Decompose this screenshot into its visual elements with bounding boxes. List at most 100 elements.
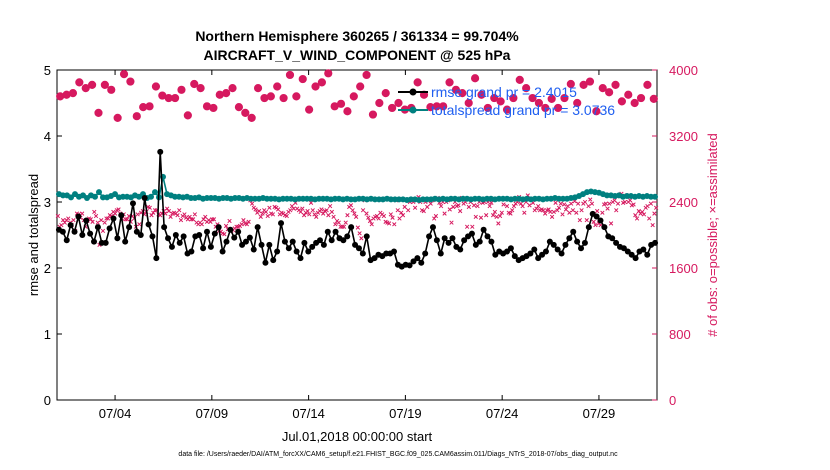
rmse-marker [488,238,495,245]
rmse-marker [172,232,179,238]
assimilated-marker [151,210,156,215]
rmse-marker [601,224,608,231]
assimilated-marker [392,222,397,227]
rmse-marker [246,234,253,241]
rmse-marker [94,224,101,231]
possible-marker [253,84,263,93]
assimilated-marker [478,215,484,220]
totalspread-marker [96,189,102,196]
y-left-tick-label: 3 [44,195,51,210]
rmse-marker [211,230,218,237]
assimilated-marker [569,201,574,206]
rmse-series [55,148,659,270]
rmse-marker [461,237,468,244]
y-axis-label-left: rmse and totalspread [26,174,41,296]
assimilated-marker [622,199,628,205]
y-axis-right-ticks: 0 800 1600 2400 3200 4000 [652,63,698,408]
assimilated-marker [520,203,525,209]
possible-marker [547,94,556,103]
x-tick-label: 07/19 [389,406,422,421]
assimilated-marker [600,210,605,215]
rmse-marker [301,239,308,246]
assimilated-marker [650,222,655,228]
rmse-marker [129,200,136,207]
possible-marker [502,105,512,114]
possible-marker [343,107,352,116]
rmse-marker [289,238,296,245]
rmse-marker [320,241,327,248]
assimilated-marker [355,225,361,230]
totalspread-marker [152,189,158,196]
assimilated-marker [190,217,196,222]
assimilated-marker [508,211,513,216]
rmse-marker [102,239,109,246]
assimilated-marker [263,209,269,215]
assimilated-marker [112,211,118,216]
rmse-marker [578,245,585,252]
assimilated-marker [149,213,154,218]
assimilated-marker [582,199,588,205]
assimilated-marker [466,204,472,210]
assimilated-marker [331,214,336,220]
rmse-marker [437,250,444,257]
possible-marker [285,70,295,80]
legend-rmse-marker [409,88,417,96]
assimilated-marker [227,218,232,224]
assimilated-marker [588,197,593,202]
assimilated-marker [591,219,596,224]
rmse-marker [441,235,448,242]
assimilated-marker [95,220,100,225]
assimilated-marker [464,224,470,229]
rmse-marker [126,224,133,231]
legend-spread-marker [409,106,417,114]
rmse-marker [652,239,659,246]
assimilated-marker [386,221,392,226]
rmse-marker [67,222,74,229]
possible-marker [368,110,378,119]
legend-spread-label: totalspread grand pr = 3.0736 [431,102,615,118]
assimilated-marker [406,208,411,213]
possible-marker [560,93,569,103]
rmse-marker [426,233,433,240]
rmse-marker [348,224,355,231]
assimilated-marker [536,203,541,209]
assimilated-marker [473,214,478,220]
assimilated-marker [357,231,362,236]
y-axis-left-ticks: 0 1 2 3 4 5 [44,63,62,408]
possible-marker [553,103,563,113]
assimilated-marker [456,203,461,208]
assimilated-marker [353,214,359,220]
assimilated-marker [645,203,650,209]
rmse-marker [305,248,312,255]
possible-marker [477,90,486,99]
rmse-marker [316,237,323,244]
rmse-marker [359,250,366,257]
possible-marker [324,69,333,78]
assimilated-marker [253,207,258,212]
rmse-marker [59,228,66,235]
rmse-marker [235,228,242,235]
assimilated-marker [647,216,652,221]
possible-marker [273,82,282,91]
rmse-marker [262,259,269,266]
x-tick-label: 07/24 [486,406,519,421]
possible-marker [649,94,658,103]
possible-marker [458,89,467,98]
rmse-marker [227,226,234,233]
assimilated-marker [399,210,404,215]
assimilated-marker [640,209,645,215]
assimilated-marker [182,212,187,217]
possible-marker [298,74,307,84]
assimilated-marker [360,208,366,213]
possible-marker [534,98,544,108]
possible-marker [579,80,588,89]
possible-marker [209,103,218,113]
assimilated-marker [291,206,296,211]
assimilated-marker [397,216,402,221]
assimilated-marker [612,198,617,203]
assimilated-marker [518,201,524,206]
assimilated-marker [470,224,475,229]
possible-marker [643,80,652,89]
rmse-marker [110,215,117,222]
assimilated-marker [562,202,567,207]
